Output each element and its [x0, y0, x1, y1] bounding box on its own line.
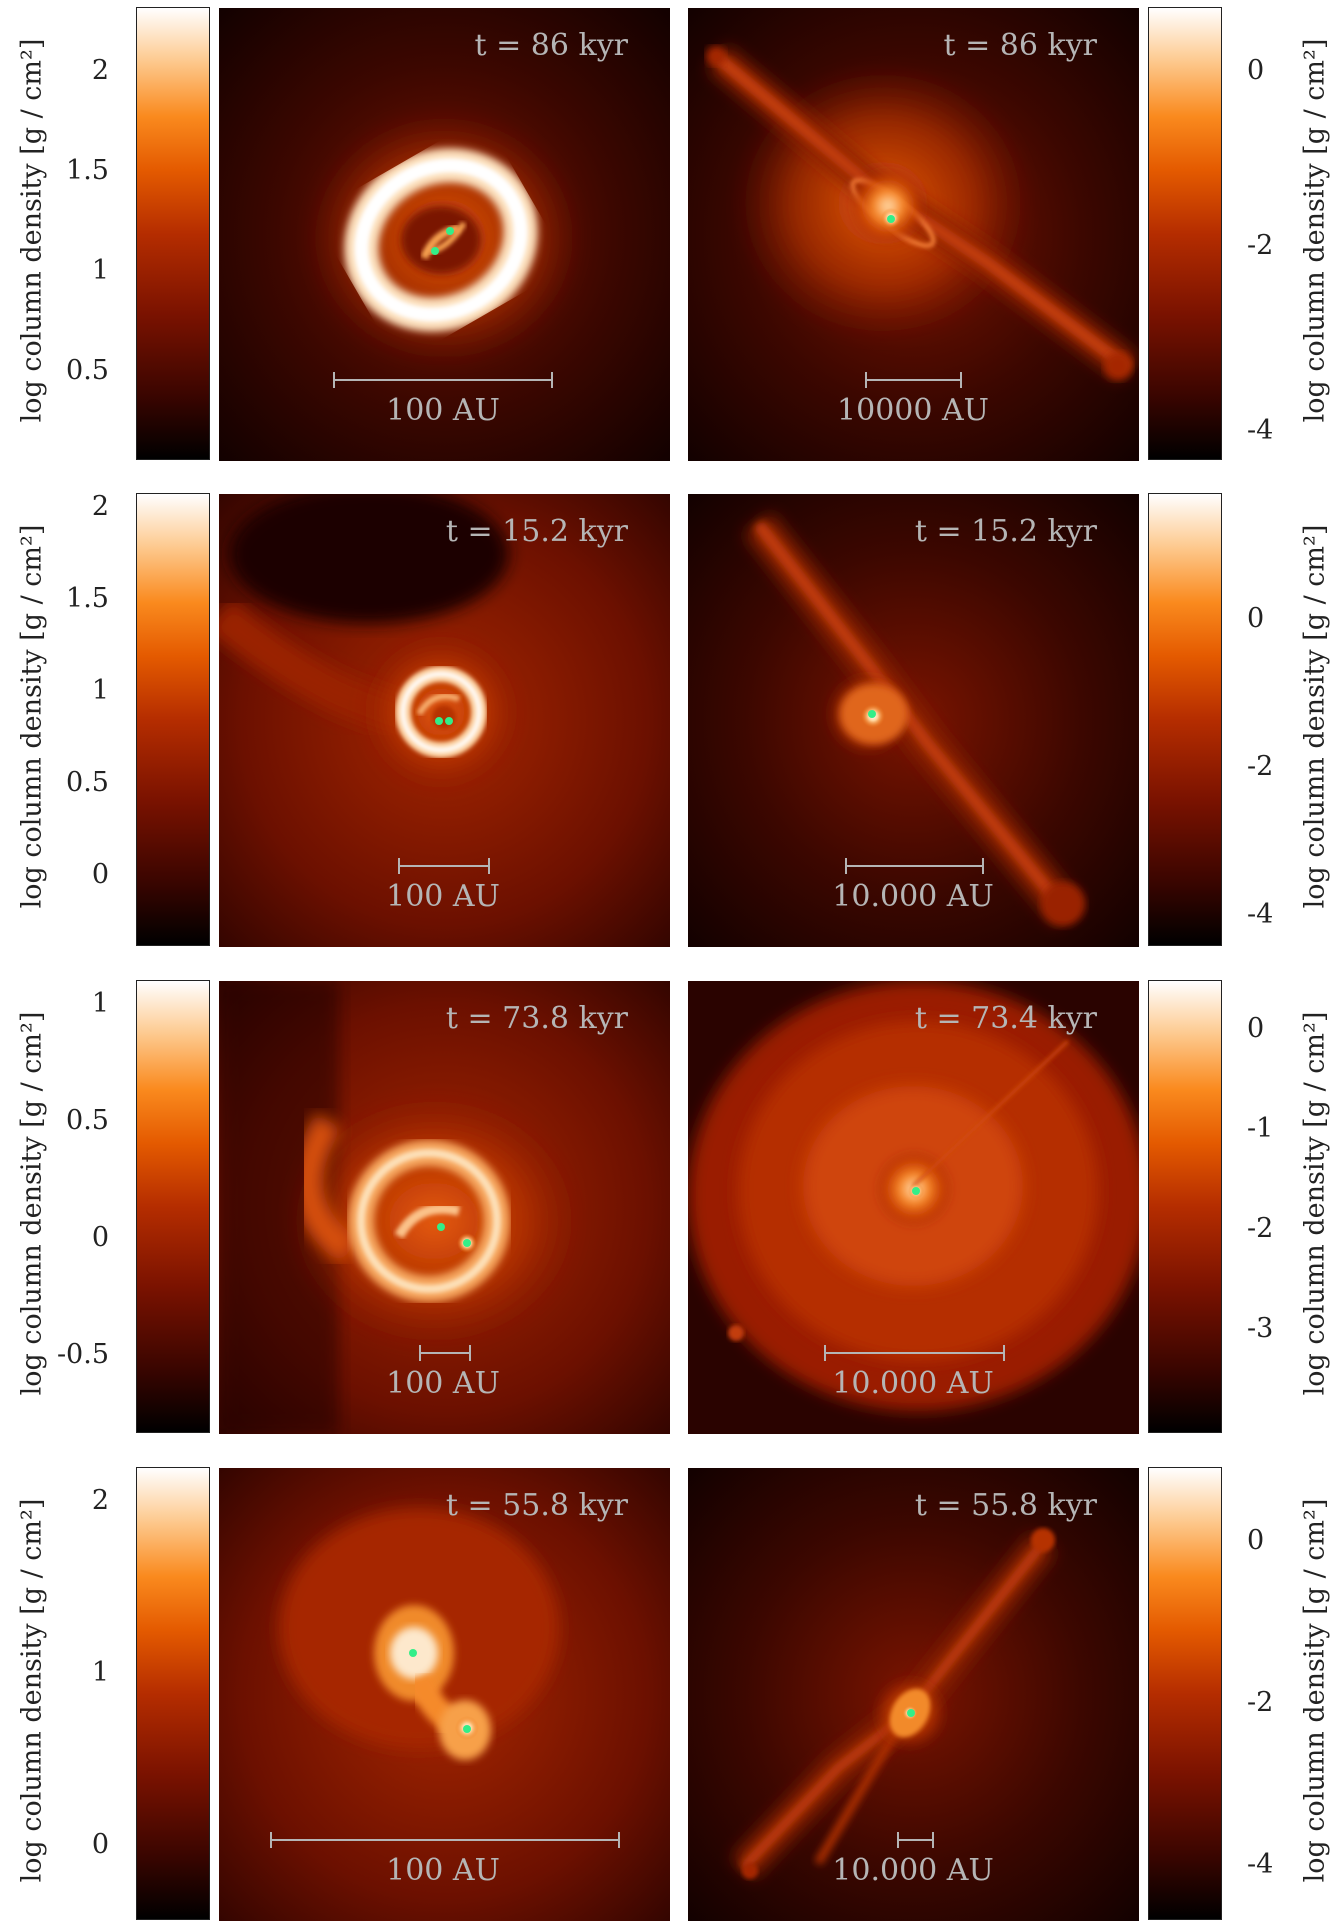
- scale-label: 100 AU: [386, 393, 500, 428]
- right-colorbar-tick: -4: [1247, 415, 1274, 446]
- left-colorbar-axis-label: log column density [g / cm²]: [16, 1011, 48, 1396]
- density-map: [219, 494, 670, 947]
- time-label: t = 86 kyr: [943, 28, 1097, 63]
- left-colorbar-axis-label: log column density [g / cm²]: [16, 524, 48, 909]
- figure-row-1: log column density [g / cm²] 2 1.5 1 0.5…: [0, 5, 1339, 461]
- left-colorbar: [136, 1467, 210, 1920]
- left-colorbar-tick: 2: [91, 491, 109, 522]
- figure-row-4: log column density [g / cm²] 2 1 0 t = 5…: [0, 1465, 1339, 1921]
- right-colorbar: [1148, 493, 1222, 946]
- time-label: t = 55.8 kyr: [914, 1488, 1097, 1523]
- scale-label: 10.000 AU: [832, 879, 994, 914]
- scale-label: 100 AU: [386, 1853, 500, 1888]
- figure-row-3: log column density [g / cm²] 1 0.5 0 -0.…: [0, 978, 1339, 1434]
- cloud-density-panel: t = 55.8 kyr 10.000 AU: [688, 1468, 1139, 1921]
- right-colorbar-tick: -4: [1247, 899, 1274, 930]
- density-map: [219, 981, 670, 1434]
- right-colorbar-tick: -2: [1247, 1687, 1274, 1718]
- left-colorbar-tick: 2: [91, 1485, 109, 1516]
- left-colorbar-tick: 0.5: [66, 767, 109, 798]
- sink-particles: [437, 1223, 471, 1247]
- scale-bar: [824, 1345, 1005, 1361]
- left-colorbar-axis-label: log column density [g / cm²]: [16, 38, 48, 423]
- right-colorbar-tick: 0: [1247, 55, 1265, 86]
- disk-density-panel: t = 86 kyr 100 AU: [219, 8, 670, 461]
- sink-particles: [912, 1187, 920, 1195]
- left-colorbar-tick: 1: [91, 675, 109, 706]
- right-colorbar-tick: 0: [1247, 603, 1265, 634]
- right-colorbar-axis-label: log column density [g / cm²]: [1299, 1498, 1331, 1883]
- left-colorbar-tick: 0.5: [66, 355, 109, 386]
- density-map: [219, 1468, 670, 1921]
- left-colorbar-tick: 1: [91, 1657, 109, 1688]
- scale-bar: [865, 372, 962, 388]
- scale-label: 10.000 AU: [832, 1366, 994, 1401]
- cloud-density-panel: t = 73.4 kyr 10.000 AU: [688, 981, 1139, 1434]
- disk-density-panel: t = 73.8 kyr 100 AU: [219, 981, 670, 1434]
- scale-bar: [419, 1345, 471, 1361]
- time-label: t = 73.8 kyr: [445, 1001, 628, 1036]
- sink-particles: [409, 1649, 471, 1733]
- cloud-density-panel: t = 86 kyr 10000 AU: [688, 8, 1139, 461]
- right-colorbar: [1148, 1467, 1222, 1920]
- right-colorbar-tick: -3: [1247, 1313, 1274, 1344]
- left-colorbar: [136, 7, 210, 460]
- density-map: [688, 494, 1139, 947]
- scale-label: 100 AU: [386, 879, 500, 914]
- right-colorbar-tick: -2: [1247, 1213, 1274, 1244]
- left-colorbar-tick: 0.5: [66, 1105, 109, 1136]
- left-colorbar-tick: 1.5: [66, 583, 109, 614]
- sink-particles: [907, 1709, 915, 1717]
- right-colorbar-axis-label: log column density [g / cm²]: [1299, 1011, 1331, 1396]
- scale-bar: [398, 858, 490, 874]
- sink-particles: [435, 717, 453, 725]
- cloud-density-panel: t = 15.2 kyr 10.000 AU: [688, 494, 1139, 947]
- left-colorbar-tick: 0: [91, 859, 109, 890]
- scale-bar: [270, 1832, 620, 1848]
- time-label: t = 55.8 kyr: [445, 1488, 628, 1523]
- left-colorbar-tick: 1: [91, 255, 109, 286]
- left-colorbar-axis-label: log column density [g / cm²]: [16, 1498, 48, 1883]
- disk-density-panel: t = 15.2 kyr 100 AU: [219, 494, 670, 947]
- right-colorbar-tick: -2: [1247, 230, 1274, 261]
- scale-bar: [845, 858, 984, 874]
- time-label: t = 86 kyr: [474, 28, 628, 63]
- density-map: [219, 8, 670, 461]
- disk-density-panel: t = 55.8 kyr 100 AU: [219, 1468, 670, 1921]
- sink-particles: [868, 710, 876, 718]
- right-colorbar-tick: -2: [1247, 751, 1274, 782]
- left-colorbar-tick: 1: [91, 988, 109, 1019]
- left-colorbar-tick: 2: [91, 55, 109, 86]
- left-colorbar-tick: 0: [91, 1222, 109, 1253]
- density-map: [688, 8, 1139, 461]
- sink-particles: [887, 215, 895, 223]
- right-colorbar: [1148, 7, 1222, 460]
- sink-particles: [431, 227, 454, 255]
- left-colorbar-tick: -0.5: [56, 1339, 109, 1370]
- figure-row-2: log column density [g / cm²] 2 1.5 1 0.5…: [0, 491, 1339, 947]
- left-colorbar: [136, 493, 210, 946]
- left-colorbar-tick: 0: [91, 1829, 109, 1860]
- right-colorbar-tick: 0: [1247, 1525, 1265, 1556]
- scale-label: 10000 AU: [837, 393, 989, 428]
- density-map: [688, 1468, 1139, 1921]
- right-colorbar: [1148, 980, 1222, 1433]
- right-colorbar-tick: 0: [1247, 1013, 1265, 1044]
- right-colorbar-tick: -4: [1247, 1849, 1274, 1880]
- left-colorbar: [136, 980, 210, 1433]
- scale-label: 100 AU: [386, 1366, 500, 1401]
- right-colorbar-axis-label: log column density [g / cm²]: [1299, 38, 1331, 423]
- scale-label: 10.000 AU: [832, 1853, 994, 1888]
- scale-bar: [897, 1832, 934, 1848]
- left-colorbar-tick: 1.5: [66, 155, 109, 186]
- time-label: t = 15.2 kyr: [914, 514, 1097, 549]
- time-label: t = 15.2 kyr: [445, 514, 628, 549]
- right-colorbar-axis-label: log column density [g / cm²]: [1299, 524, 1331, 909]
- right-colorbar-tick: -1: [1247, 1113, 1274, 1144]
- scale-bar: [333, 372, 553, 388]
- time-label: t = 73.4 kyr: [914, 1001, 1097, 1036]
